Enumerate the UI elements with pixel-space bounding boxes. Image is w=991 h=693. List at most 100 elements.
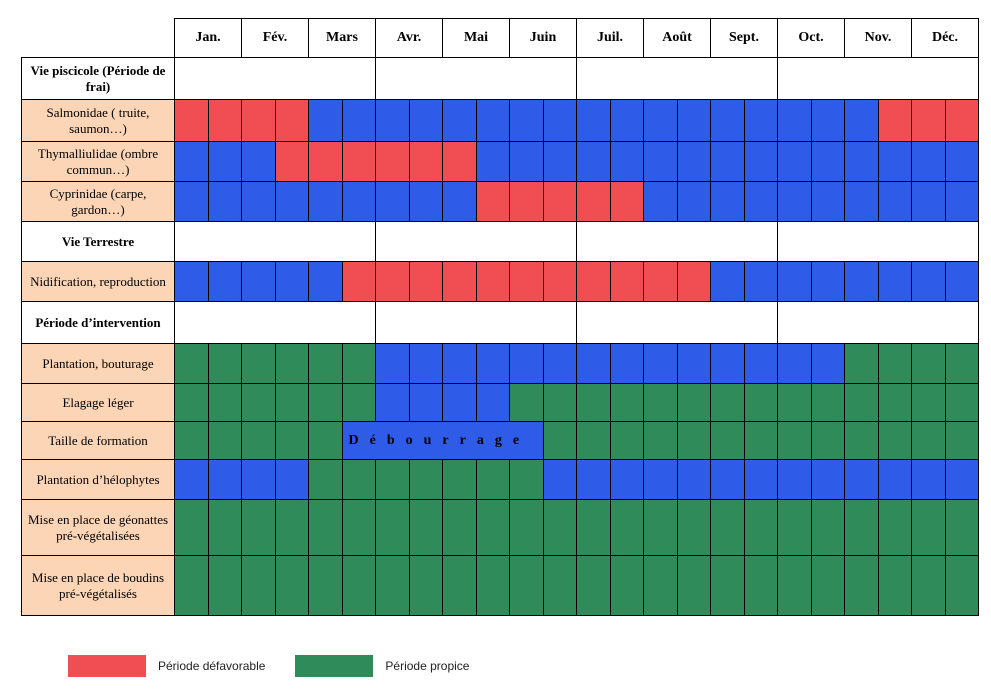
neutral-cell (274, 261, 309, 302)
neutral-cell (844, 261, 879, 302)
quarter-blank-cell (777, 301, 979, 344)
neutral-cell (743, 343, 778, 384)
neutral-cell (877, 141, 912, 182)
neutral-cell (643, 181, 678, 222)
neutral-cell (810, 181, 845, 222)
neutral-cell (810, 141, 845, 182)
unfavorable-cell (174, 99, 209, 142)
favorable-cell (911, 343, 946, 384)
neutral-cell (542, 99, 577, 142)
favorable-cell (475, 499, 510, 556)
neutral-cell (844, 141, 879, 182)
favorable-cell (174, 343, 209, 384)
favorable-cell (576, 499, 611, 556)
legend-label-favorable: Période propice (385, 659, 470, 673)
unfavorable-cell (542, 181, 577, 222)
month-header-row: Jan. Fév. Mars Avr. Mai Juin Juil. Août … (21, 18, 979, 58)
favorable-cell (844, 421, 879, 460)
row-label: Cyprinidae (carpe, gardon…) (21, 181, 175, 222)
section-header-row: Vie Terrestre (21, 221, 979, 262)
neutral-cell (944, 141, 979, 182)
table-row: Elagage léger (21, 383, 979, 422)
favorable-cell (174, 555, 209, 616)
calendar-body: Vie piscicole (Période de frai) Salmonida… (21, 57, 979, 616)
unfavorable-cell (576, 181, 611, 222)
favorable-cell (877, 499, 912, 556)
neutral-cell (911, 181, 946, 222)
neutral-cell (944, 261, 979, 302)
neutral-cell (944, 459, 979, 500)
neutral-cell (810, 343, 845, 384)
neutral-cell (844, 181, 879, 222)
row-label: Thymalliulidae (ombre commun…) (21, 141, 175, 182)
unfavorable-cell (475, 181, 510, 222)
corner-cell (21, 18, 175, 58)
row-label: Taille de formation (21, 421, 175, 460)
unfavorable-cell (911, 99, 946, 142)
neutral-cell (408, 99, 443, 142)
neutral-cell (408, 383, 443, 422)
favorable-cell (844, 499, 879, 556)
neutral-cell (408, 343, 443, 384)
favorable-cell (341, 459, 376, 500)
section-label: Vie Terrestre (21, 221, 175, 262)
favorable-cell (743, 421, 778, 460)
unfavorable-cell (509, 181, 544, 222)
favorable-cell (341, 555, 376, 616)
quarter-blank-cell (576, 301, 778, 344)
neutral-cell (877, 261, 912, 302)
neutral-cell (676, 141, 711, 182)
neutral-cell (274, 459, 309, 500)
calendar-table: Jan. Fév. Mars Avr. Mai Juin Juil. Août … (21, 18, 979, 616)
table-row: Salmonidae ( truite, saumon…) (21, 99, 979, 142)
neutral-cell (375, 383, 410, 422)
neutral-cell (877, 459, 912, 500)
section-header-row: Période d’intervention (21, 301, 979, 344)
month-header: Jan. (174, 18, 242, 58)
neutral-cell (375, 99, 410, 142)
favorable-cell (207, 555, 242, 616)
favorable-cell (710, 383, 745, 422)
unfavorable-cell (609, 181, 644, 222)
neutral-cell (207, 261, 242, 302)
favorable-cell (810, 383, 845, 422)
neutral-cell (207, 181, 242, 222)
legend: Période défavorable Période propice (68, 655, 469, 677)
neutral-cell (810, 99, 845, 142)
quarter-blank-cell (174, 301, 376, 344)
neutral-cell (643, 343, 678, 384)
neutral-cell (375, 343, 410, 384)
neutral-cell (475, 141, 510, 182)
favorable-cell (911, 421, 946, 460)
legend-swatch-green (295, 655, 374, 677)
neutral-cell (408, 181, 443, 222)
neutral-cell (810, 261, 845, 302)
month-header: Déc. (911, 18, 979, 58)
favorable-cell (207, 383, 242, 422)
neutral-cell (777, 261, 812, 302)
favorable-cell (643, 555, 678, 616)
favorable-cell (710, 421, 745, 460)
month-header: Fév. (241, 18, 309, 58)
table-row: Nidification, reproduction (21, 261, 979, 302)
favorable-cell (341, 383, 376, 422)
neutral-cell (743, 141, 778, 182)
favorable-cell (509, 555, 544, 616)
month-header: Août (643, 18, 711, 58)
unfavorable-cell (542, 261, 577, 302)
neutral-cell (375, 181, 410, 222)
quarter-blank-cell (174, 221, 376, 262)
unfavorable-cell (408, 261, 443, 302)
favorable-cell (442, 499, 477, 556)
month-header: Juin (509, 18, 577, 58)
neutral-cell (676, 181, 711, 222)
row-label: Elagage léger (21, 383, 175, 422)
favorable-cell (542, 555, 577, 616)
favorable-cell (777, 383, 812, 422)
neutral-cell (710, 343, 745, 384)
neutral-cell (777, 181, 812, 222)
neutral-cell (911, 141, 946, 182)
neutral-cell (442, 343, 477, 384)
unfavorable-cell (676, 261, 711, 302)
neutral-cell (241, 261, 276, 302)
